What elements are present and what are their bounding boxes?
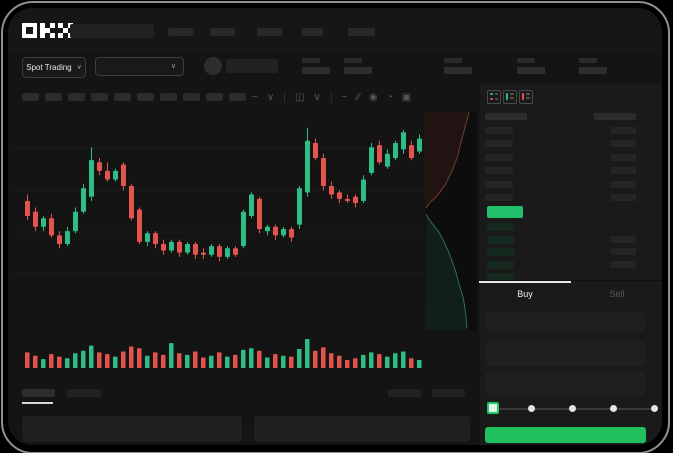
toolbar-button-skeleton[interactable] (22, 93, 39, 101)
bid-row-skeleton (611, 260, 636, 268)
ask-row-skeleton (611, 180, 636, 188)
toolbar-button-skeleton[interactable] (68, 93, 85, 101)
bid-row-skeleton (611, 248, 636, 256)
toolbar-button-skeleton[interactable] (183, 93, 200, 101)
top-navigation-bar (8, 8, 662, 52)
nav-item-skeleton[interactable] (348, 28, 375, 36)
toolbar-button-skeleton[interactable] (206, 93, 223, 101)
ask-row-skeleton (485, 180, 513, 188)
amount-input-placeholder[interactable] (485, 341, 645, 366)
buy-submit-button[interactable] (485, 427, 646, 443)
ask-row-skeleton (485, 167, 513, 175)
logo-letter-o (22, 23, 37, 38)
okx-trading-app: Spot Trading ∨ ∨ ~ ∨ | ◫ ∨ | ~ ∕∕ ◉ ◔ ▣ (8, 8, 662, 445)
toolbar-button-skeleton[interactable] (91, 93, 108, 101)
price-input-placeholder[interactable] (485, 311, 645, 332)
chart-tool-icons: ~ ∨ | ◫ ∨ | ~ ∕∕ ◉ ◔ ▣ (252, 89, 411, 105)
ask-row-skeleton (485, 140, 513, 148)
slider-stop[interactable] (569, 405, 576, 412)
logo-letter-k (40, 23, 55, 38)
pair-title-skeleton (70, 24, 154, 38)
orders-tab-skeleton[interactable] (67, 389, 101, 397)
orderbook-header-skeleton (485, 113, 527, 120)
toolbar-button-skeleton[interactable] (137, 93, 154, 101)
tab-buy[interactable]: Buy (517, 289, 533, 299)
ask-row-skeleton (485, 194, 513, 201)
bid-row-skeleton (487, 260, 514, 269)
orderbook-layout-asks-icon[interactable] (519, 90, 533, 104)
order-book-panel: Buy Sell (478, 84, 662, 445)
fullscreen-icon[interactable]: ▣ (401, 91, 412, 103)
draw-brush-icon[interactable]: ∕∕ (356, 91, 360, 103)
pair-name-skeleton (226, 59, 278, 73)
bid-row-skeleton (487, 235, 514, 244)
okx-logo-icon (22, 23, 73, 38)
market-type-label: Spot Trading (26, 63, 72, 72)
ask-row-skeleton (485, 127, 513, 134)
chevron-down-icon: ∨ (76, 64, 82, 71)
chevron-down-icon: ∨ (170, 63, 176, 70)
toolbar-button-skeleton[interactable] (160, 93, 177, 101)
trend-line-icon[interactable]: ~ (341, 91, 348, 103)
ask-row-skeleton (611, 153, 636, 161)
orders-action-skeleton[interactable] (432, 389, 465, 397)
nav-item-skeleton[interactable] (168, 28, 193, 36)
screenshot-icon[interactable]: ◉ (368, 91, 378, 103)
orders-list-placeholder (254, 416, 470, 442)
chevron-down-icon[interactable]: ∨ (313, 91, 321, 103)
ask-row-skeleton (611, 167, 636, 175)
nav-item-skeleton[interactable] (257, 28, 282, 36)
bid-row-skeleton (487, 248, 514, 257)
toolbar-button-skeleton[interactable] (114, 93, 131, 101)
orderbook-layout-bids-icon[interactable] (503, 90, 517, 104)
chevron-down-icon[interactable]: ∨ (266, 91, 275, 103)
bid-row-skeleton (487, 273, 514, 282)
orders-tab-active-skeleton[interactable] (22, 389, 55, 397)
nav-item-skeleton[interactable] (210, 28, 235, 36)
slider-stop[interactable] (610, 405, 617, 412)
toolbar-button-skeleton[interactable] (45, 93, 62, 101)
bid-row-skeleton (487, 223, 514, 231)
active-tab-indicator (479, 281, 571, 283)
history-icon[interactable]: ◔ (386, 91, 393, 103)
bid-row-skeleton (611, 235, 636, 243)
order-form-tabs: Buy Sell (479, 280, 662, 309)
orders-tab-underline (22, 402, 53, 404)
candle-style-icon[interactable]: ◫ (295, 91, 305, 103)
nav-item-skeleton[interactable] (302, 28, 323, 36)
orders-list-placeholder (22, 416, 242, 442)
slider-stop[interactable] (528, 405, 535, 412)
ask-row-skeleton (611, 140, 636, 148)
amount-slider-handle[interactable] (487, 402, 499, 414)
orderbook-header-skeleton (594, 113, 636, 120)
candlestick-chart[interactable] (8, 8, 662, 445)
pair-dropdown[interactable]: ∨ (95, 57, 184, 76)
tab-sell[interactable]: Sell (609, 289, 625, 299)
indicator-wave-icon[interactable]: ~ (252, 91, 258, 103)
ask-row-skeleton (611, 194, 636, 201)
ask-row-skeleton (611, 127, 636, 134)
divider: | (283, 91, 287, 103)
last-price-tag[interactable] (487, 206, 523, 218)
ask-row-skeleton (485, 153, 513, 161)
slider-stop[interactable] (651, 405, 658, 412)
toolbar-button-skeleton[interactable] (229, 93, 246, 101)
orderbook-layout-both-icon[interactable] (487, 90, 501, 104)
divider: | (329, 91, 333, 103)
market-type-dropdown[interactable]: Spot Trading ∨ (22, 57, 86, 78)
coin-avatar[interactable] (204, 57, 222, 75)
total-input-placeholder[interactable] (485, 371, 645, 396)
orders-action-skeleton[interactable] (388, 389, 421, 397)
